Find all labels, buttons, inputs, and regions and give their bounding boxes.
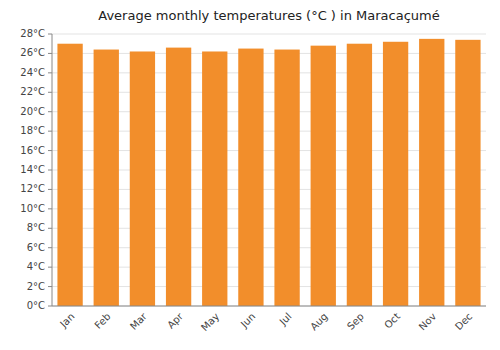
bar <box>166 48 191 306</box>
bar <box>311 46 336 306</box>
x-tick-label: Jan <box>57 311 76 330</box>
x-tick-label: Sep <box>345 311 366 332</box>
y-tick-label: 20°C <box>20 106 45 117</box>
bar <box>57 44 82 306</box>
y-tick-label: 28°C <box>20 28 45 39</box>
x-tick-label: Mar <box>128 310 150 332</box>
y-axis-line <box>52 34 53 306</box>
y-tick <box>48 111 52 112</box>
y-tick-label: 24°C <box>20 67 45 78</box>
grid-line <box>52 306 486 307</box>
y-tick-label: 14°C <box>20 164 45 175</box>
bar <box>94 50 119 306</box>
y-tick <box>48 247 52 248</box>
x-tick-label: Aug <box>308 311 330 333</box>
y-tick-label: 0°C <box>27 300 45 311</box>
y-tick <box>48 72 52 73</box>
chart-container: 0°C 2°C 4°C 6°C 8°C 10°C 12°C 14°C 16°C 18°C 20°C 2… <box>0 0 500 350</box>
y-tick <box>48 189 52 190</box>
y-tick-label: 22°C <box>20 86 45 97</box>
y-tick <box>48 131 52 132</box>
grid-line <box>52 34 486 35</box>
y-tick <box>48 92 52 93</box>
bar <box>347 44 372 306</box>
y-tick <box>48 306 52 307</box>
y-tick <box>48 228 52 229</box>
y-tick-label: 18°C <box>20 125 45 136</box>
x-tick-label: Feb <box>92 311 112 331</box>
bar <box>238 49 263 306</box>
bar <box>130 51 155 306</box>
y-tick <box>48 53 52 54</box>
bars <box>57 39 480 306</box>
x-tick-label: Oct <box>382 311 402 331</box>
x-tick-label: Apr <box>165 310 186 331</box>
y-tick-label: 2°C <box>27 281 45 292</box>
title: Average monthly temperatures (°C ) in Ma… <box>98 8 439 23</box>
bar <box>419 39 444 306</box>
y-tick <box>48 208 52 209</box>
x-axis-ticks: Jan Feb Mar Apr May Jun Jul Aug Sep Oct Nov Dec <box>57 310 474 333</box>
x-tick-label: Jul <box>277 311 294 328</box>
y-tick-label: 6°C <box>27 242 45 253</box>
y-tick-label: 12°C <box>20 183 45 194</box>
y-tick-label: 26°C <box>20 47 45 58</box>
x-tick-label: Nov <box>417 311 439 333</box>
x-tick-label: May <box>199 311 221 333</box>
bar <box>274 50 299 306</box>
bar <box>202 51 227 306</box>
x-axis-line <box>52 306 486 307</box>
y-tick-label: 10°C <box>20 203 45 214</box>
y-tick <box>48 286 52 287</box>
x-tick-label: Dec <box>453 311 474 332</box>
chart: 0°C 2°C 4°C 6°C 8°C 10°C 12°C 14°C 16°C 18°C 20°C 2… <box>0 0 500 350</box>
y-tick <box>48 170 52 171</box>
y-tick <box>48 150 52 151</box>
y-tick <box>48 34 52 35</box>
y-tick-label: 4°C <box>27 261 45 272</box>
grid <box>52 34 486 306</box>
y-tick-label: 16°C <box>20 145 45 156</box>
y-tick <box>48 267 52 268</box>
y-axis-ticks: 0°C 2°C 4°C 6°C 8°C 10°C 12°C 14°C 16°C 18°C 20°C 2… <box>20 28 52 311</box>
x-tick-label: Jun <box>238 311 258 331</box>
bar <box>383 42 408 306</box>
y-tick-label: 8°C <box>27 222 45 233</box>
bar <box>455 40 480 306</box>
